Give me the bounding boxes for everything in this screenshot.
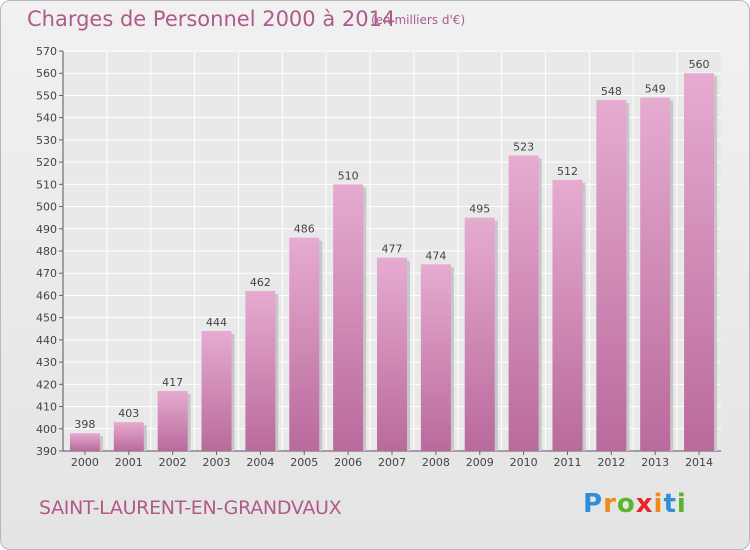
x-tick-label: 2006 xyxy=(334,456,362,469)
y-tick-label: 520 xyxy=(36,156,57,169)
data-label: 512 xyxy=(557,165,578,178)
bars xyxy=(69,73,718,452)
y-tick-label: 430 xyxy=(36,356,57,369)
y-tick-label: 400 xyxy=(36,423,57,436)
bar xyxy=(333,184,364,452)
y-tick-label: 410 xyxy=(36,401,57,414)
commune-name: SAINT-LAURENT-EN-GRANDVAUX xyxy=(39,497,342,519)
bar xyxy=(552,179,583,451)
data-label: 444 xyxy=(206,316,227,329)
y-tick-label: 490 xyxy=(36,223,57,236)
logo-letter: P xyxy=(583,489,604,519)
y-tick-label: 550 xyxy=(36,89,57,102)
bar xyxy=(420,264,451,451)
y-tick-label: 460 xyxy=(36,289,57,302)
bar xyxy=(69,433,100,451)
y-tick-label: 560 xyxy=(36,67,57,80)
logo-letter: i xyxy=(653,489,664,519)
bar xyxy=(113,422,144,451)
data-label: 398 xyxy=(74,418,95,431)
bar xyxy=(596,99,627,451)
bar xyxy=(245,291,276,451)
bar xyxy=(640,97,671,452)
x-tick-label: 2008 xyxy=(422,456,450,469)
y-tick-label: 440 xyxy=(36,334,57,347)
x-tick-label: 2000 xyxy=(71,456,99,469)
y-tick-label: 450 xyxy=(36,312,57,325)
bar xyxy=(289,237,320,451)
x-tick-label: 2002 xyxy=(159,456,187,469)
y-tick-label: 530 xyxy=(36,134,57,147)
data-labels: 398 403 417 444 462 486 510 477 474 495 523 512 548 5… xyxy=(74,58,709,431)
logo-letter: t xyxy=(663,489,677,519)
logo-letter: x xyxy=(635,489,654,519)
logo-letter: i xyxy=(676,489,687,519)
x-tick-label: 2012 xyxy=(597,456,625,469)
y-tick-label: 500 xyxy=(36,201,57,214)
x-tick-label: 2003 xyxy=(203,456,231,469)
data-label: 477 xyxy=(382,243,403,256)
y-tick-label: 480 xyxy=(36,245,57,258)
bar xyxy=(377,257,407,451)
x-tick-label: 2007 xyxy=(378,456,406,469)
data-label: 510 xyxy=(338,169,359,182)
y-tick-label: 420 xyxy=(36,378,57,391)
logo-letter: r xyxy=(603,489,617,519)
bar xyxy=(684,73,715,451)
x-tick-label: 2004 xyxy=(246,456,274,469)
data-label: 486 xyxy=(294,223,315,236)
data-label: 403 xyxy=(118,407,139,420)
axes: 390 400 410 420 430 440 450 460 470 480 490 500 510 5… xyxy=(36,45,721,469)
y-tick-label: 390 xyxy=(36,445,57,458)
x-tick-label: 2005 xyxy=(290,456,318,469)
y-tick-label: 470 xyxy=(36,267,57,280)
bar xyxy=(464,217,495,451)
y-tick-label: 510 xyxy=(36,178,57,191)
chart-title: Charges de Personnel 2000 à 2014 xyxy=(27,7,396,31)
chart-subtitle: (en milliers d'€) xyxy=(371,13,466,27)
y-tick-label: 540 xyxy=(36,112,57,125)
data-label: 495 xyxy=(469,203,490,216)
x-tick-label: 2010 xyxy=(510,456,538,469)
data-label: 462 xyxy=(250,276,271,289)
data-label: 417 xyxy=(162,376,183,389)
bar xyxy=(508,155,539,451)
x-tick-label: 2009 xyxy=(466,456,494,469)
x-tick-label: 2011 xyxy=(553,456,581,469)
proxiti-logo[interactable]: Proxiti xyxy=(583,489,687,519)
data-label: 523 xyxy=(513,140,534,153)
data-label: 560 xyxy=(689,58,710,71)
logo-letter: o xyxy=(616,489,636,519)
x-tick-label: 2001 xyxy=(115,456,143,469)
data-label: 474 xyxy=(425,249,446,262)
data-label: 548 xyxy=(601,85,622,98)
x-tick-label: 2013 xyxy=(641,456,669,469)
y-tick-label: 570 xyxy=(36,45,57,58)
bar xyxy=(201,331,232,451)
x-tick-label: 2014 xyxy=(685,456,713,469)
data-label: 549 xyxy=(645,83,666,96)
bar xyxy=(157,391,188,451)
